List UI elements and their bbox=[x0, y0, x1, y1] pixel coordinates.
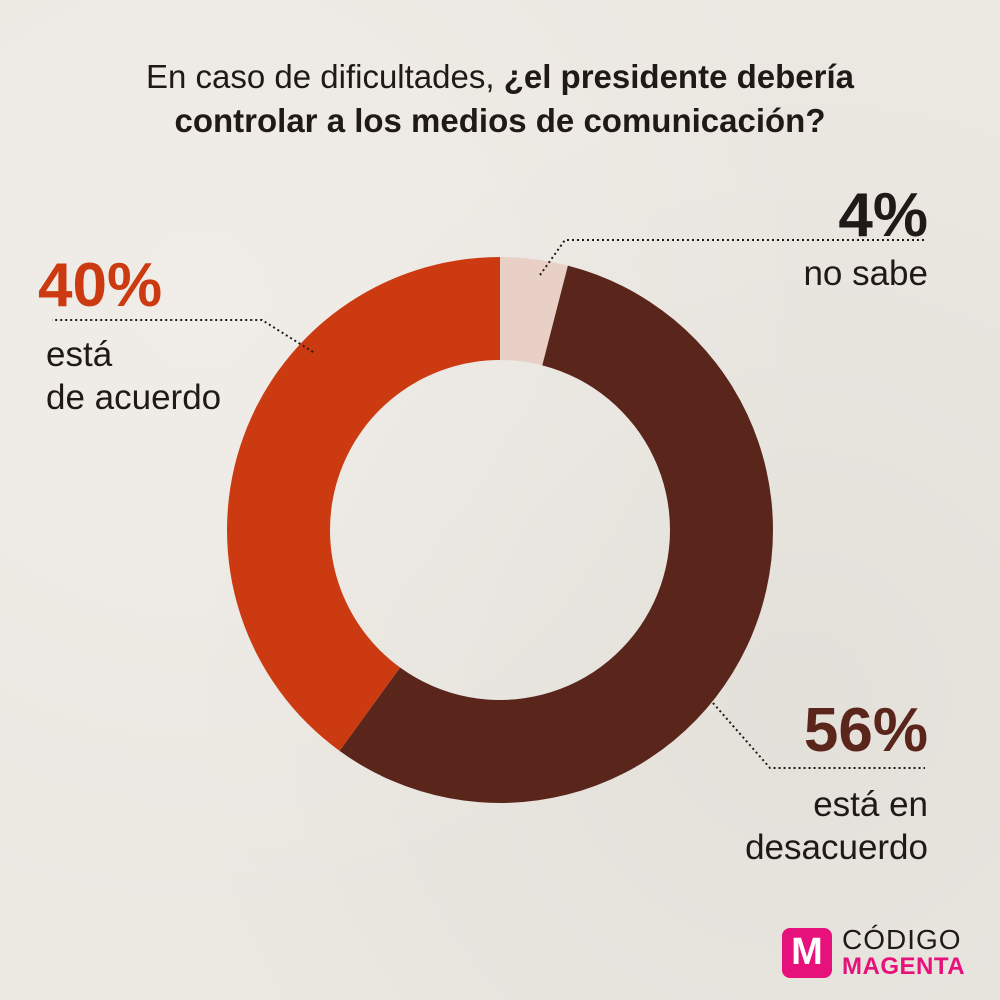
slice-no-sabe bbox=[500, 257, 568, 366]
category-label-desacuerdo: está en desacuerdo bbox=[745, 783, 928, 869]
slice-de-acuerdo bbox=[227, 257, 500, 751]
value-label-de-acuerdo: 40% bbox=[38, 251, 163, 320]
chart-title: En caso de dificultades, ¿el presidente … bbox=[0, 55, 1000, 143]
category-label-desacuerdo-line2: desacuerdo bbox=[745, 828, 928, 867]
codigo-magenta-logo: M CÓDIGO MAGENTA bbox=[782, 926, 982, 982]
slice-desacuerdo bbox=[339, 265, 773, 803]
category-label-de-acuerdo: está de acuerdo bbox=[46, 333, 221, 419]
logo-mark-icon: M bbox=[782, 928, 832, 978]
title-bold-1: ¿el presidente debería bbox=[503, 58, 854, 95]
value-label-no-sabe: 4% bbox=[838, 181, 928, 250]
category-label-de-acuerdo-line2: de acuerdo bbox=[46, 378, 222, 417]
title-bold-2: controlar a los medios de comunicación? bbox=[174, 102, 826, 139]
logo-line1: CÓDIGO bbox=[842, 924, 962, 955]
value-label-desacuerdo: 56% bbox=[803, 696, 928, 765]
leader-de-acuerdo bbox=[52, 319, 314, 353]
logo-line2: MAGENTA bbox=[842, 953, 966, 980]
title-normal: En caso de dificultades, bbox=[145, 58, 504, 95]
leader-desacuerdo bbox=[712, 702, 925, 769]
category-label-no-sabe: no sabe bbox=[803, 254, 928, 293]
category-label-de-acuerdo-line1: está bbox=[46, 335, 113, 374]
category-label-desacuerdo-line1: está en bbox=[813, 785, 928, 824]
